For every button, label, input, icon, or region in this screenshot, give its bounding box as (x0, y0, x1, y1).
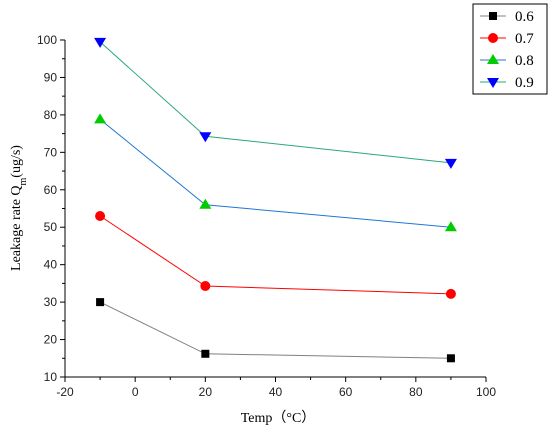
data-point (446, 354, 455, 363)
y-tick-label: 100 (37, 33, 57, 47)
legend-label: 0.7 (515, 31, 534, 47)
x-tick-label: 20 (199, 385, 213, 399)
data-point (445, 288, 456, 299)
legend-item: 0.9 (480, 75, 534, 91)
legend-marker (487, 78, 499, 88)
legend-label: 0.9 (515, 75, 534, 91)
y-tick-label: 80 (44, 108, 58, 122)
data-point (94, 37, 107, 48)
legend-marker (487, 54, 499, 64)
x-tick-label: 100 (476, 385, 496, 399)
legend: 0.6 0.7 0.8 0.9 (472, 3, 548, 95)
y-tick-label: 60 (44, 183, 58, 197)
y-tick-label: 10 (44, 370, 58, 384)
series-0.7 (95, 210, 456, 299)
y-axis-title-main: Leakage rate Q (9, 185, 24, 271)
legend-item: 0.8 (480, 53, 534, 69)
x-tick-label: -20 (56, 385, 74, 399)
series-0.9 (94, 37, 457, 169)
series-0.6 (96, 298, 455, 363)
series-0.8 (94, 113, 457, 232)
data-point (444, 221, 457, 232)
y-tick-label: 70 (44, 145, 58, 159)
plot-area (65, 40, 486, 377)
y-axis-title-unit: (ug/s) (9, 145, 24, 178)
x-tick-label: 80 (409, 385, 423, 399)
legend-label: 0.8 (515, 53, 534, 69)
legend-marker (488, 33, 498, 43)
data-point (94, 113, 107, 124)
series-line (99, 215, 451, 295)
data-point (201, 349, 210, 358)
data-point (95, 210, 106, 221)
y-tick-label: 50 (44, 220, 58, 234)
plot-background (65, 40, 486, 377)
legend-marker (489, 12, 497, 20)
y-tick-label: 30 (44, 295, 58, 309)
data-point (96, 298, 105, 307)
series-line (99, 301, 451, 359)
series-line (99, 41, 451, 164)
y-axis-title: Leakage rate Qm(ug/s) (9, 145, 29, 271)
x-tick-label: 60 (339, 385, 353, 399)
data-point (444, 158, 457, 169)
y-axis-title-subscript: m (18, 177, 29, 185)
axes: -20 0 20 40 60 80 100 10 20 30 40 50 60 70 80 90 100 (37, 33, 496, 399)
series-line (99, 118, 451, 228)
data-point (200, 281, 211, 292)
x-axis-title: Temp（°C） (241, 410, 316, 426)
x-tick-label: 0 (132, 385, 139, 399)
legend-item: 0.6 (480, 9, 534, 25)
data-point (199, 198, 212, 209)
data-point (199, 132, 212, 143)
y-tick-label: 20 (44, 333, 58, 347)
y-tick-label: 90 (44, 70, 58, 84)
legend-box (472, 3, 548, 95)
series-group (94, 37, 457, 363)
x-tick-label: 40 (269, 385, 283, 399)
y-tick-label: 40 (44, 258, 58, 272)
legend-label: 0.6 (515, 9, 534, 25)
legend-item: 0.7 (480, 31, 534, 47)
